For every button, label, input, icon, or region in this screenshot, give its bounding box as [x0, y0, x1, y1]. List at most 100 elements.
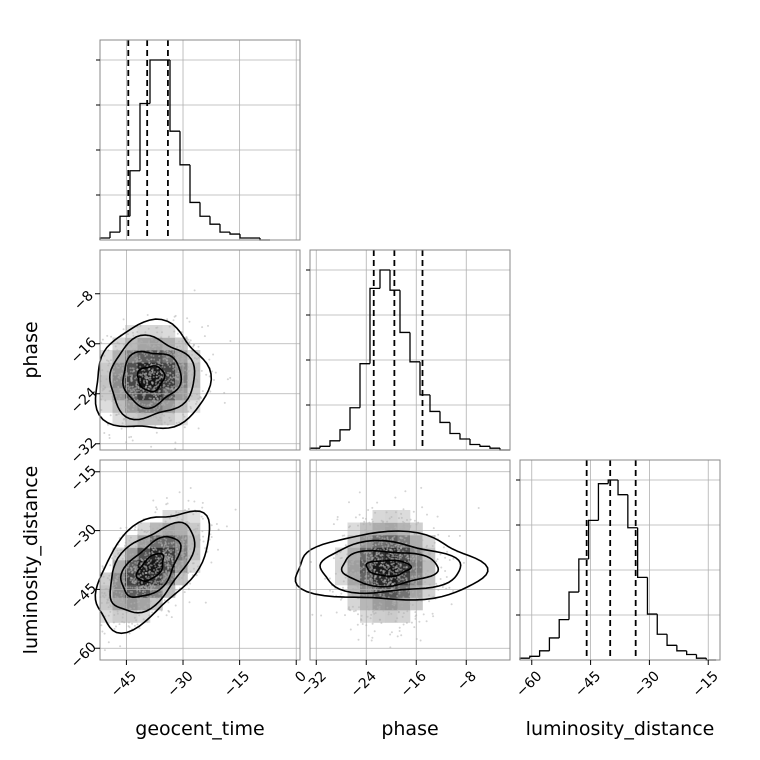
scatter-point: [131, 354, 134, 357]
scatter-point: [395, 532, 398, 535]
scatter-point: [380, 528, 383, 531]
scatter-point: [103, 354, 106, 357]
scatter-point: [197, 369, 200, 372]
scatter-point: [147, 387, 150, 390]
scatter-point: [336, 553, 338, 556]
scatter-point: [172, 574, 175, 577]
scatter-point: [388, 571, 390, 574]
scatter-point: [386, 545, 389, 548]
scatter-point: [356, 623, 359, 626]
scatter-point: [100, 409, 103, 411]
scatter-point: [154, 511, 157, 514]
scatter-point: [177, 567, 180, 570]
scatter-point: [412, 537, 415, 540]
scatter-point: [144, 605, 147, 608]
scatter-point: [412, 510, 415, 513]
scatter-point: [156, 379, 159, 382]
scatter-point: [166, 586, 169, 589]
scatter-point: [208, 358, 211, 361]
scatter-point: [432, 527, 435, 530]
scatter-point: [436, 558, 439, 561]
scatter-point: [193, 357, 196, 359]
scatter-point: [142, 396, 145, 399]
scatter-point: [366, 615, 369, 618]
panel-frame-2-1: [309, 459, 511, 661]
scatter-point: [149, 589, 152, 592]
scatter-point: [101, 395, 104, 398]
scatter-point: [128, 547, 131, 550]
scatter-point: [132, 396, 135, 398]
scatter-point: [129, 536, 132, 539]
scatter-point: [172, 374, 174, 376]
scatter-point: [406, 531, 408, 534]
hist-bin-luminosity_distance-2: [538, 650, 550, 657]
scatter-point: [164, 357, 166, 360]
scatter-point: [131, 586, 134, 589]
scatter-point: [387, 611, 390, 614]
scatter-point: [398, 580, 400, 583]
scatter-point: [381, 545, 384, 548]
scatter-point: [387, 583, 390, 586]
scatter-point: [165, 380, 168, 383]
scatter-point: [144, 539, 147, 542]
scatter-point: [166, 356, 169, 359]
scatter-point: [159, 581, 162, 584]
scatter-point: [149, 336, 152, 339]
scatter-point: [116, 574, 119, 577]
scatter-point: [385, 542, 388, 545]
scatter-point: [392, 567, 395, 570]
scatter-point: [159, 560, 162, 563]
scatter-point: [117, 385, 120, 388]
scatter-point: [105, 378, 108, 381]
scatter-point: [159, 362, 162, 365]
scatter-point: [134, 568, 137, 571]
scatter-point: [139, 365, 142, 368]
ytick-label-phase: −16: [68, 335, 100, 367]
scatter-point: [137, 341, 140, 344]
scatter-point: [144, 554, 147, 557]
scatter-point: [363, 542, 366, 545]
scatter-point: [166, 575, 168, 578]
scatter-point: [357, 638, 360, 641]
scatter-point: [160, 589, 163, 592]
scatter-point: [170, 557, 173, 560]
scatter-point: [156, 508, 158, 511]
xtick-label-luminosity_distance: −45: [572, 668, 604, 700]
scatter-point: [140, 339, 143, 342]
scatter-point: [156, 367, 159, 370]
scatter-point: [424, 572, 427, 575]
scatter-point: [147, 327, 150, 330]
scatter-point: [344, 576, 347, 579]
scatter-point: [177, 512, 180, 515]
scatter-point: [121, 620, 124, 623]
scatter-point: [450, 603, 453, 606]
density-cell: [335, 572, 348, 586]
scatter-point: [117, 597, 120, 600]
scatter-point: [342, 580, 345, 583]
scatter-point: [388, 556, 391, 559]
scatter-point: [180, 357, 183, 360]
scatter-point: [378, 536, 381, 539]
scatter-point: [166, 359, 169, 362]
scatter-point: [160, 592, 163, 595]
scatter-point: [328, 577, 331, 580]
scatter-point: [197, 533, 200, 536]
scatter-point: [168, 564, 171, 567]
scatter-point: [154, 348, 157, 351]
scatter-point: [183, 426, 186, 429]
scatter-point: [162, 339, 165, 341]
scatter-point: [369, 551, 371, 554]
scatter-point: [428, 583, 431, 586]
scatter-point: [131, 591, 134, 593]
scatter-point: [320, 614, 323, 617]
scatter-point: [156, 401, 159, 404]
scatter-point: [129, 597, 132, 600]
scatter-point: [348, 565, 351, 568]
scatter-point: [141, 590, 144, 593]
scatter-point: [432, 595, 435, 598]
scatter-point: [136, 356, 139, 359]
scatter-point: [127, 374, 129, 377]
scatter-point: [111, 376, 114, 379]
scatter-point: [195, 400, 198, 403]
scatter-point: [163, 388, 166, 391]
